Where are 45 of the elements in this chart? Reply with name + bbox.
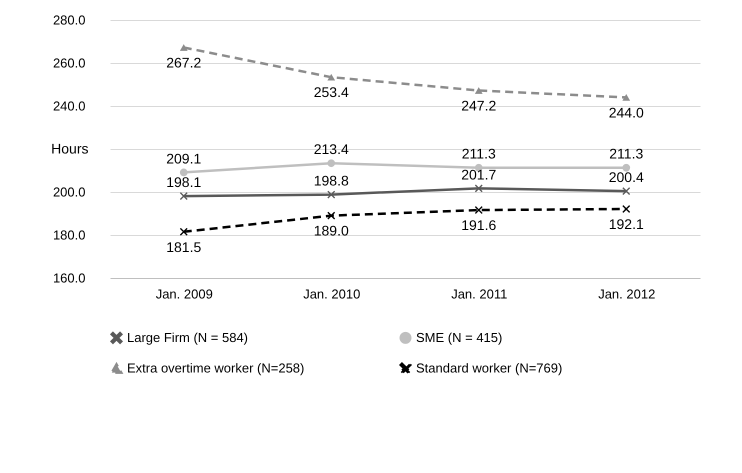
- y-tick-label: 240.0: [52, 98, 86, 114]
- data-label: 192.1: [608, 216, 644, 232]
- data-label: 247.2: [461, 98, 496, 114]
- y-tick-label: 180.0: [52, 228, 86, 242]
- data-label: 209.1: [166, 150, 202, 166]
- x-tick-label: Jan. 2010: [303, 286, 360, 302]
- data-label: 191.6: [461, 217, 496, 234]
- legend-label: Large Firm (N = 584): [127, 330, 248, 345]
- point: [622, 205, 630, 213]
- x-tick-label: Jan. 2012: [598, 286, 656, 302]
- point: [180, 168, 188, 176]
- point: [474, 206, 483, 214]
- point: [180, 192, 188, 200]
- data-label: 244.0: [608, 104, 644, 120]
- x-tick-label: Jan. 2011: [451, 286, 508, 302]
- data-label: 211.3: [462, 146, 496, 162]
- data-label: 201.7: [461, 166, 496, 182]
- point: [474, 184, 483, 192]
- point: [180, 44, 188, 51]
- point: [327, 212, 336, 220]
- data-label: 198.8: [314, 172, 349, 189]
- point: [622, 94, 630, 101]
- point: [622, 164, 630, 172]
- x-tick-label: Jan. 2009: [156, 286, 213, 302]
- y-axis-title: Hours: [51, 140, 88, 156]
- point: [327, 74, 336, 81]
- data-label: 181.5: [166, 238, 202, 255]
- data-label: 267.2: [166, 54, 202, 71]
- point: [474, 87, 483, 94]
- point: [327, 190, 336, 198]
- data-label: 198.1: [166, 174, 202, 190]
- y-tick-label: 160.0: [52, 270, 86, 286]
- data-label: 200.4: [608, 169, 644, 186]
- data-label: 213.4: [314, 141, 349, 158]
- point: [327, 159, 336, 168]
- y-tick-label: 200.0: [52, 184, 86, 200]
- legend-label: Standard worker (N=769): [416, 360, 562, 376]
- data-label: 189.0: [314, 222, 349, 239]
- legend-label: Extra overtime worker (N=258): [127, 360, 304, 376]
- data-label: 211.3: [609, 146, 644, 162]
- legend-label: SME (N = 415): [416, 330, 502, 345]
- point: [622, 187, 630, 196]
- y-tick-label: 260.0: [52, 56, 86, 70]
- data-label: 253.4: [314, 84, 349, 100]
- y-tick-label: 280.0: [52, 12, 86, 28]
